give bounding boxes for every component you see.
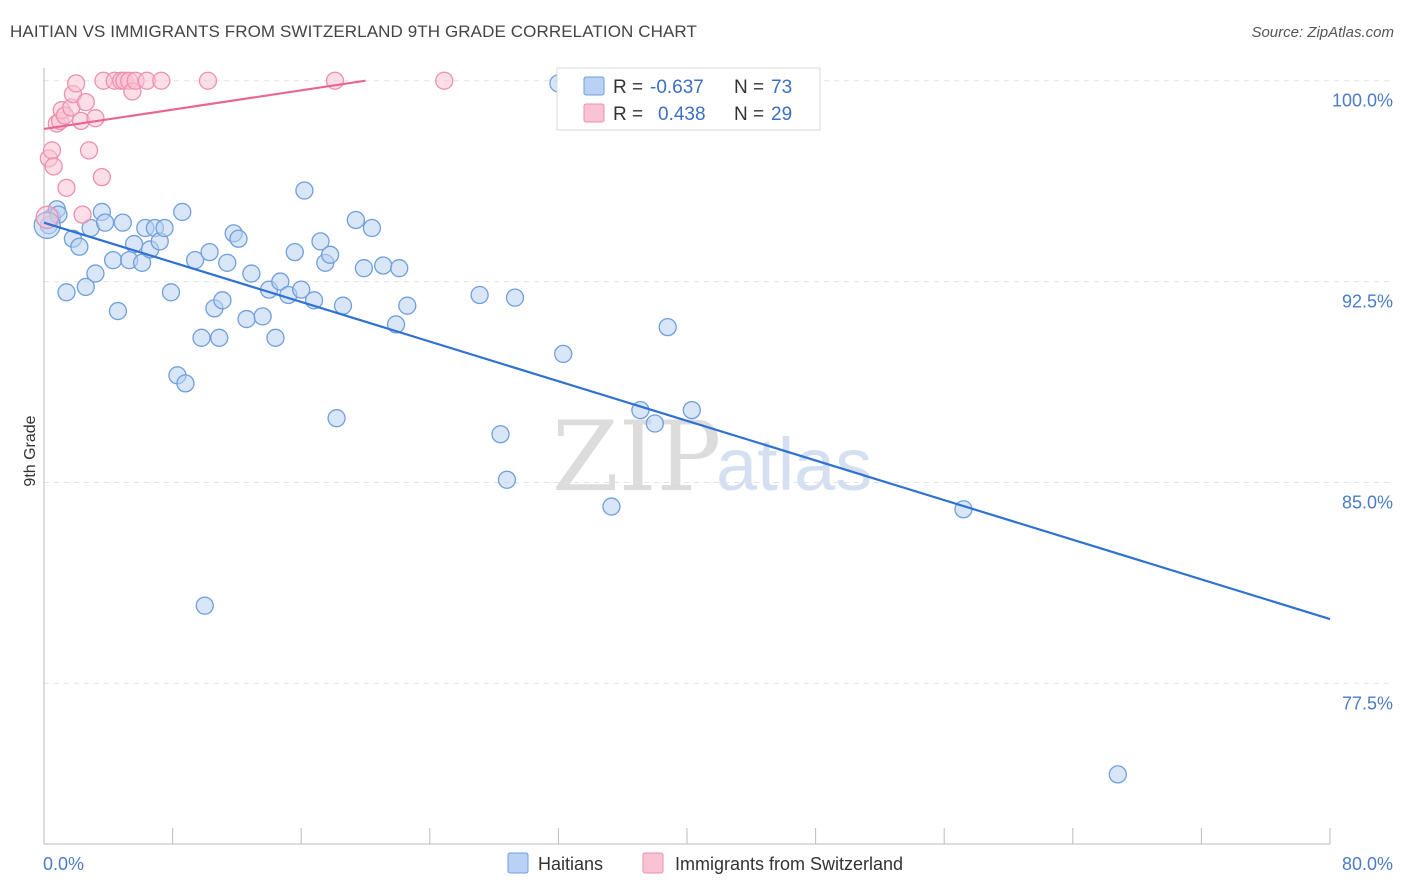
stats-n-value-haitians: 73 bbox=[771, 77, 792, 98]
y-tick-labels: 100.0% 92.5% 85.0% 77.5% bbox=[1332, 91, 1393, 714]
point-haitians bbox=[195, 596, 214, 615]
point-haitians bbox=[155, 218, 174, 238]
point-haitians bbox=[333, 296, 353, 315]
point-haitians bbox=[497, 470, 517, 489]
legend-swatch-switzerland bbox=[642, 852, 664, 874]
point-haitians bbox=[161, 283, 181, 302]
legend-label-switzerland: Immigrants from Switzerland bbox=[675, 854, 903, 874]
data-points bbox=[33, 71, 1127, 784]
point-haitians bbox=[103, 251, 123, 270]
point-haitians bbox=[386, 315, 406, 334]
point-haitians bbox=[658, 317, 677, 337]
stats-r-label-haitians: R = bbox=[613, 77, 643, 98]
stats-n-value-switzerland: 29 bbox=[771, 104, 792, 125]
point-switzerland bbox=[42, 141, 62, 160]
x-tick-label: 0.0% bbox=[43, 854, 84, 874]
point-haitians bbox=[390, 259, 409, 278]
stats-legend: R = -0.637 N = 73 R = 0.438 N = 29 bbox=[556, 67, 821, 131]
point-haitians bbox=[218, 253, 237, 272]
point-haitians bbox=[354, 259, 374, 278]
point-haitians bbox=[374, 256, 393, 275]
point-haitians bbox=[173, 202, 192, 222]
point-haitians bbox=[132, 253, 152, 272]
point-haitians bbox=[108, 301, 128, 321]
point-haitians bbox=[113, 213, 132, 232]
point-haitians bbox=[210, 328, 229, 347]
source-label: Source: ZipAtlas.com bbox=[1251, 24, 1394, 41]
stats-n-label-switzerland: N = bbox=[734, 104, 764, 125]
axes bbox=[43, 68, 1331, 845]
point-switzerland bbox=[44, 157, 63, 176]
point-haitians bbox=[505, 288, 525, 307]
point-haitians bbox=[70, 237, 89, 256]
point-switzerland bbox=[152, 71, 171, 90]
stats-n-label-haitians: N = bbox=[734, 77, 764, 98]
point-haitians bbox=[285, 242, 304, 262]
stats-swatch-haitians bbox=[583, 76, 605, 96]
point-switzerland bbox=[35, 205, 59, 229]
point-switzerland bbox=[57, 178, 76, 197]
point-haitians bbox=[192, 328, 211, 347]
point-haitians bbox=[682, 400, 701, 420]
trendlines bbox=[43, 79, 1331, 621]
y-tick-label: 100.0% bbox=[1332, 91, 1393, 111]
legend-label-haitians: Haitians bbox=[538, 854, 603, 874]
point-haitians bbox=[398, 296, 417, 315]
point-haitians bbox=[76, 277, 95, 297]
point-haitians bbox=[292, 280, 311, 299]
point-haitians bbox=[1108, 765, 1127, 784]
x-tick-label: 80.0% bbox=[1342, 854, 1393, 874]
point-haitians bbox=[253, 307, 272, 326]
point-haitians bbox=[229, 229, 248, 248]
point-haitians bbox=[470, 285, 489, 305]
point-haitians bbox=[311, 232, 330, 251]
chart-title: HAITIAN VS IMMIGRANTS FROM SWITZERLAND 9… bbox=[10, 22, 697, 41]
bottom-legend: Haitians Immigrants from Switzerland bbox=[507, 852, 903, 874]
stats-swatch-switzerland bbox=[583, 103, 605, 123]
point-switzerland bbox=[435, 71, 454, 90]
point-haitians bbox=[266, 328, 285, 347]
point-switzerland bbox=[67, 74, 86, 93]
y-tick-label: 85.0% bbox=[1342, 492, 1393, 512]
stats-r-label-switzerland: R = bbox=[613, 104, 643, 125]
y-axis-label: 9th Grade bbox=[22, 415, 39, 486]
point-haitians bbox=[95, 213, 115, 232]
point-switzerland bbox=[86, 109, 105, 128]
point-haitians bbox=[33, 211, 61, 239]
x-tick-labels: 0.0% 80.0% bbox=[43, 854, 1393, 874]
stats-r-value-switzerland: 0.438 bbox=[658, 104, 706, 125]
point-haitians bbox=[86, 264, 105, 283]
point-switzerland bbox=[76, 92, 95, 112]
legend-swatch-haitians bbox=[507, 852, 529, 874]
point-haitians bbox=[237, 309, 256, 329]
point-switzerland bbox=[79, 141, 99, 160]
point-haitians bbox=[362, 218, 382, 238]
point-haitians bbox=[327, 409, 346, 428]
point-haitians bbox=[602, 497, 621, 516]
y-tick-label: 77.5% bbox=[1342, 693, 1393, 713]
point-switzerland bbox=[92, 167, 112, 187]
y-tick-label: 92.5% bbox=[1342, 292, 1393, 312]
point-haitians bbox=[176, 374, 195, 393]
watermark-atlas: atlas bbox=[716, 423, 872, 506]
point-haitians bbox=[213, 291, 232, 310]
point-switzerland bbox=[198, 71, 218, 90]
watermark-zip: ZIP bbox=[552, 401, 721, 513]
point-haitians bbox=[491, 425, 510, 444]
stats-r-value-haitians: -0.637 bbox=[650, 77, 704, 98]
trendline-switzerland bbox=[43, 79, 366, 131]
gridlines bbox=[44, 80, 1394, 684]
point-switzerland bbox=[73, 205, 92, 224]
point-haitians bbox=[200, 242, 219, 262]
point-haitians bbox=[346, 210, 366, 230]
point-haitians bbox=[57, 283, 76, 302]
point-haitians bbox=[295, 181, 314, 200]
point-haitians bbox=[645, 414, 664, 433]
trendline-haitians bbox=[43, 221, 1331, 621]
point-haitians bbox=[242, 264, 261, 283]
point-haitians bbox=[320, 245, 340, 264]
point-haitians bbox=[554, 344, 573, 364]
point-haitians bbox=[271, 272, 290, 291]
